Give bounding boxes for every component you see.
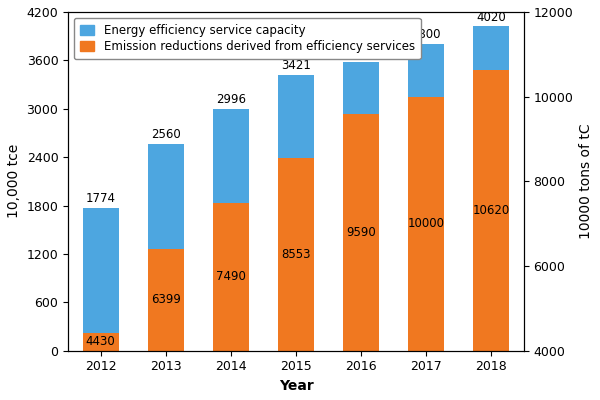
Y-axis label: 10,000 tce: 10,000 tce — [7, 144, 21, 218]
Bar — [148, 144, 184, 249]
Text: 9590: 9590 — [346, 226, 376, 239]
Text: 4020: 4020 — [476, 11, 506, 24]
X-axis label: Year: Year — [278, 379, 313, 393]
Bar — [213, 203, 249, 351]
Bar — [83, 208, 119, 332]
Text: 2996: 2996 — [216, 93, 246, 106]
Legend: Energy efficiency service capacity, Emission reductions derived from efficiency : Energy efficiency service capacity, Emis… — [74, 18, 421, 59]
Text: 8553: 8553 — [281, 248, 311, 261]
Text: 4430: 4430 — [86, 335, 116, 348]
Bar — [343, 62, 379, 114]
Bar — [83, 332, 119, 351]
Text: 7490: 7490 — [216, 270, 246, 283]
Text: 3421: 3421 — [281, 59, 311, 72]
Text: 10000: 10000 — [408, 217, 445, 230]
Bar — [409, 97, 444, 351]
Bar — [343, 114, 379, 351]
Text: 1774: 1774 — [86, 192, 116, 205]
Bar — [409, 44, 444, 97]
Y-axis label: 10000 tons of tC: 10000 tons of tC — [579, 124, 593, 239]
Bar — [278, 75, 314, 158]
Bar — [473, 26, 509, 70]
Text: 3800: 3800 — [412, 28, 441, 41]
Bar — [148, 249, 184, 351]
Text: 10620: 10620 — [473, 204, 510, 217]
Bar — [473, 70, 509, 351]
Text: 2560: 2560 — [151, 128, 181, 142]
Text: 6399: 6399 — [151, 294, 181, 306]
Text: 3579: 3579 — [346, 46, 376, 59]
Bar — [213, 109, 249, 203]
Bar — [278, 158, 314, 351]
